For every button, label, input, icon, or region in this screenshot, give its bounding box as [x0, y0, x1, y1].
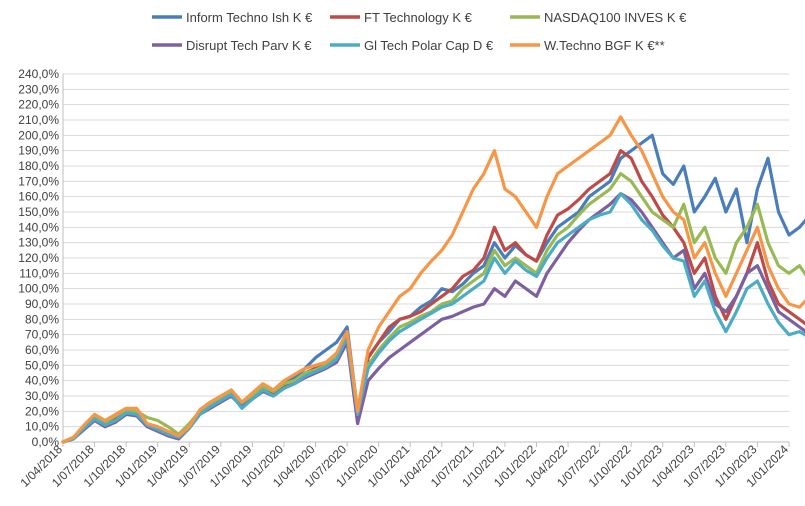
legend-label: NASDAQ100 INVES K € — [544, 10, 687, 25]
legend-label: Disrupt Tech Parv K € — [186, 38, 312, 53]
y-tick-label: 0,0% — [32, 435, 60, 449]
y-tick-label: 200,0% — [18, 128, 59, 142]
y-tick-label: 70,0% — [25, 328, 59, 342]
y-tick-label: 220,0% — [18, 98, 59, 112]
y-tick-label: 10,0% — [25, 420, 59, 434]
series-line-2 — [61, 172, 805, 444]
y-tick-label: 80,0% — [25, 312, 59, 326]
y-tick-label: 160,0% — [18, 190, 59, 204]
plot-area — [61, 115, 805, 444]
y-tick-label: 60,0% — [25, 343, 59, 357]
y-tick-label: 240,0% — [18, 67, 59, 81]
y-tick-label: 110,0% — [19, 266, 59, 280]
y-tick-label: 210,0% — [18, 113, 59, 127]
y-tick-label: 50,0% — [25, 358, 59, 372]
y-tick-label: 40,0% — [25, 374, 59, 388]
y-tick-label: 130,0% — [18, 236, 59, 250]
legend-label: FT Technology K € — [364, 10, 473, 25]
y-tick-label: 190,0% — [18, 144, 59, 158]
chart-legend: Inform Techno Ish K € FT Technology K € NA… — [152, 10, 687, 53]
y-tick-label: 180,0% — [18, 159, 59, 173]
y-tick-label: 230,0% — [18, 82, 59, 96]
gridlines — [62, 73, 789, 443]
x-axis-ticks: 1/04/20181/07/20181/10/20181/01/20191/04… — [17, 442, 791, 490]
y-tick-label: 20,0% — [25, 404, 59, 418]
series-line-3 — [61, 192, 805, 444]
legend-label: W.Techno BGF K €** — [544, 38, 665, 53]
y-tick-label: 100,0% — [18, 282, 59, 296]
legend-label: Inform Techno Ish K € — [186, 10, 313, 25]
y-tick-label: 150,0% — [18, 205, 59, 219]
y-axis-ticks: 0,0%10,0% 20,0%30,0%40,0% 50,0%60,0%70,0% 8… — [18, 67, 59, 449]
y-tick-label: 30,0% — [25, 389, 59, 403]
y-tick-label: 140,0% — [18, 220, 59, 234]
y-tick-label: 90,0% — [25, 297, 59, 311]
y-tick-label: 120,0% — [18, 251, 59, 265]
legend-label: Gl Tech Polar Cap D € — [364, 38, 494, 53]
series-line-5 — [61, 115, 805, 444]
series-line-4 — [61, 192, 805, 444]
y-tick-label: 170,0% — [18, 174, 59, 188]
